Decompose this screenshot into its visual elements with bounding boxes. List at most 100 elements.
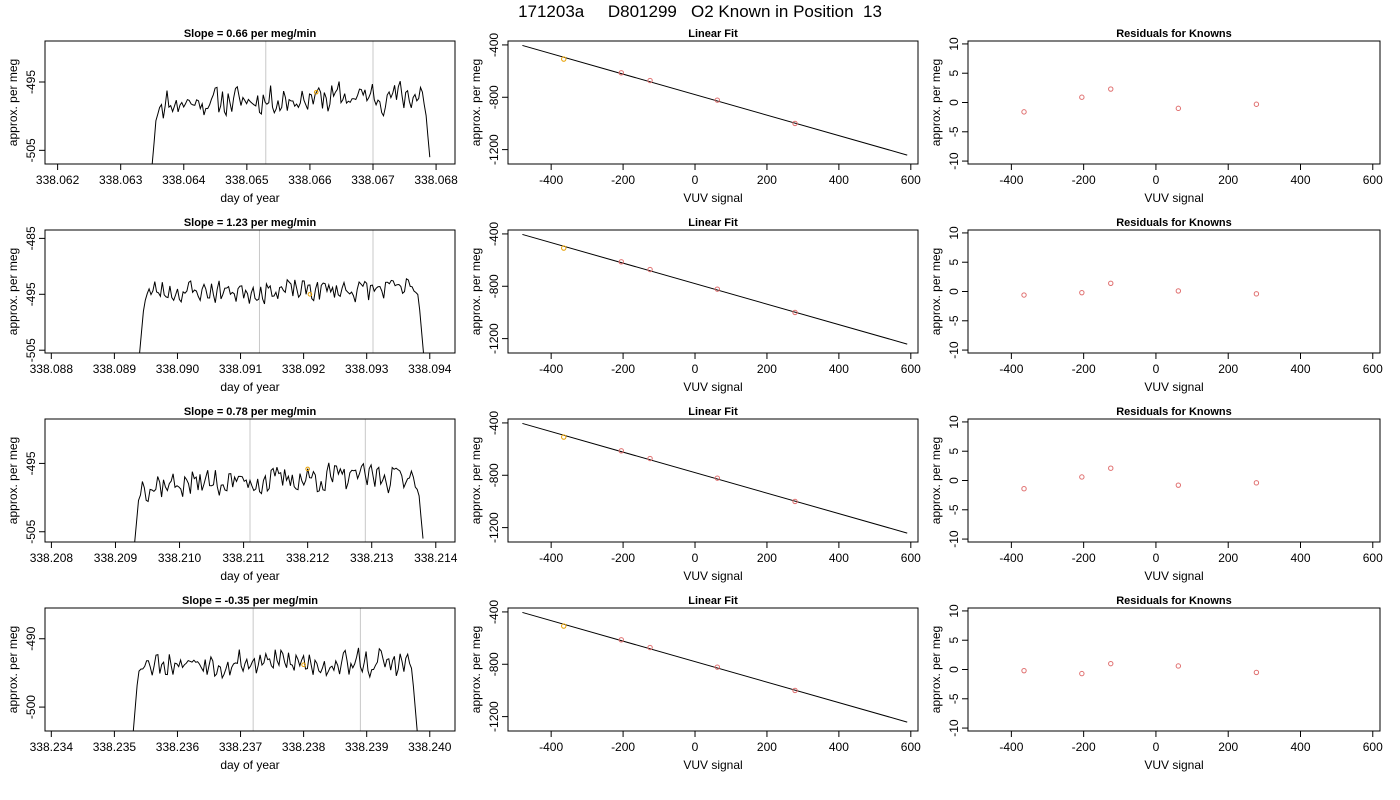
x-tick-label: 338.066 bbox=[288, 173, 332, 187]
x-tick-label: -200 bbox=[611, 173, 635, 187]
panel-title: Residuals for Knowns bbox=[1116, 406, 1232, 418]
x-tick-label: 338.211 bbox=[222, 551, 265, 565]
y-axis-label: approx. per meg bbox=[469, 626, 483, 713]
y-tick-label: 10 bbox=[947, 226, 961, 240]
data-point bbox=[1253, 480, 1260, 486]
y-tick-label: -400 bbox=[487, 411, 501, 435]
plot-frame bbox=[44, 40, 456, 165]
x-tick-label: -200 bbox=[1072, 740, 1096, 754]
x-tick-label: 400 bbox=[829, 362, 849, 376]
x-tick-label: 338.092 bbox=[282, 362, 326, 376]
panel-title: Linear Fit bbox=[688, 28, 738, 40]
x-tick-label: -200 bbox=[611, 551, 635, 565]
y-tick-label: -5 bbox=[947, 504, 961, 515]
y-tick-label: -5 bbox=[947, 126, 961, 137]
data-point bbox=[1021, 486, 1027, 492]
panel-r2-c2: Linear Fit -400 -200 0 200 400 600 -400 -800 -120… bbox=[469, 217, 921, 394]
x-axis-label: day of year bbox=[220, 758, 279, 772]
data-point bbox=[792, 687, 798, 694]
x-tick-label: -400 bbox=[539, 173, 563, 187]
x-tick-label: 338.067 bbox=[351, 173, 395, 187]
x-tick-label: 200 bbox=[757, 362, 777, 376]
y-tick-label: -490 bbox=[24, 626, 38, 650]
panel-r4-c3: Residuals for Knowns -400 -200 0 200 400 600 -1… bbox=[929, 595, 1383, 772]
x-tick-label: 338.213 bbox=[350, 551, 394, 565]
x-axis-label: day of year bbox=[220, 569, 279, 583]
data-point bbox=[647, 644, 653, 651]
panel-r2-c3: Residuals for Knowns -400 -200 0 200 400 600 -1… bbox=[929, 217, 1383, 394]
highlighted-data-point bbox=[561, 56, 567, 62]
data-point bbox=[647, 455, 653, 462]
x-tick-label: 200 bbox=[757, 740, 777, 754]
y-tick-label: 5 bbox=[947, 70, 961, 77]
highlighted-data-point bbox=[561, 434, 567, 440]
panel-title: Residuals for Knowns bbox=[1116, 595, 1232, 607]
plot-area bbox=[139, 230, 424, 353]
panel-r2-c1: Slope = 1.23 per meg/min 338.088 338.089 33… bbox=[6, 217, 456, 394]
panel-r1-c1: Slope = 0.66 per meg/min 338.062 338.063 33… bbox=[6, 28, 458, 205]
x-tick-label: 0 bbox=[1153, 173, 1160, 187]
x-tick-label: 338.094 bbox=[408, 362, 452, 376]
x-tick-label: 600 bbox=[901, 362, 921, 376]
figure-title: 171203a D801299 O2 Known in Position 13 bbox=[518, 2, 882, 21]
y-axis-label: approx. per meg bbox=[929, 248, 943, 335]
x-tick-label: 400 bbox=[829, 740, 849, 754]
x-tick-label: -400 bbox=[539, 362, 563, 376]
data-point bbox=[1253, 669, 1260, 676]
x-tick-label: 600 bbox=[1363, 740, 1383, 754]
panel-title: Linear Fit bbox=[688, 217, 738, 229]
x-tick-label: 338.068 bbox=[414, 173, 458, 187]
x-tick-label: 400 bbox=[1290, 362, 1310, 376]
plot-area bbox=[151, 41, 431, 164]
x-tick-label: 338.212 bbox=[286, 551, 330, 565]
data-point bbox=[1253, 291, 1260, 297]
panel-title: Slope = -0.35 per meg/min bbox=[182, 595, 318, 607]
y-tick-label: -800 bbox=[487, 463, 501, 487]
x-tick-label: 200 bbox=[757, 551, 777, 565]
x-tick-label: -400 bbox=[999, 362, 1023, 376]
x-tick-label: 0 bbox=[692, 362, 699, 376]
data-point bbox=[1021, 292, 1027, 298]
x-tick-label: 400 bbox=[829, 173, 849, 187]
data-point bbox=[1021, 109, 1027, 115]
x-tick-label: 600 bbox=[1363, 362, 1383, 376]
plot-frame bbox=[967, 607, 1381, 732]
plot-frame bbox=[44, 607, 456, 732]
x-tick-label: 600 bbox=[1363, 173, 1383, 187]
y-tick-label: 0 bbox=[947, 477, 961, 484]
x-tick-label: 338.064 bbox=[162, 173, 206, 187]
x-tick-label: -200 bbox=[611, 740, 635, 754]
plot-frame bbox=[507, 229, 919, 354]
y-tick-label: -505 bbox=[24, 338, 38, 362]
x-tick-label: -400 bbox=[999, 740, 1023, 754]
x-axis-label: VUV signal bbox=[683, 569, 742, 583]
x-tick-label: -400 bbox=[999, 551, 1023, 565]
y-tick-label: 0 bbox=[947, 666, 961, 673]
x-axis-label: VUV signal bbox=[683, 191, 742, 205]
data-point bbox=[792, 120, 798, 127]
panel-r3-c2: Linear Fit -400 -200 0 200 400 600 -400 -800 -120… bbox=[469, 406, 921, 583]
y-tick-label: 0 bbox=[947, 99, 961, 106]
x-tick-label: 338.235 bbox=[93, 740, 137, 754]
current-point-marker bbox=[307, 291, 313, 297]
x-tick-label: 200 bbox=[1218, 362, 1238, 376]
x-tick-label: 338.234 bbox=[30, 740, 74, 754]
x-tick-label: 338.240 bbox=[408, 740, 452, 754]
y-axis-label: approx. per meg bbox=[6, 59, 20, 146]
x-tick-label: -400 bbox=[999, 173, 1023, 187]
highlighted-data-point bbox=[561, 623, 567, 629]
plot-area bbox=[1021, 660, 1260, 677]
data-point bbox=[1108, 280, 1114, 286]
y-tick-label: -1200 bbox=[487, 512, 501, 543]
x-tick-label: 338.239 bbox=[345, 740, 389, 754]
y-axis-label: approx. per meg bbox=[469, 59, 483, 146]
x-tick-label: 338.237 bbox=[219, 740, 263, 754]
y-tick-label: -10 bbox=[947, 341, 961, 359]
data-point bbox=[647, 77, 653, 84]
y-tick-label: -1200 bbox=[487, 323, 501, 354]
plot-area bbox=[1021, 280, 1260, 298]
plot-frame bbox=[507, 607, 919, 732]
data-point bbox=[792, 498, 798, 505]
x-tick-label: 0 bbox=[1153, 551, 1160, 565]
